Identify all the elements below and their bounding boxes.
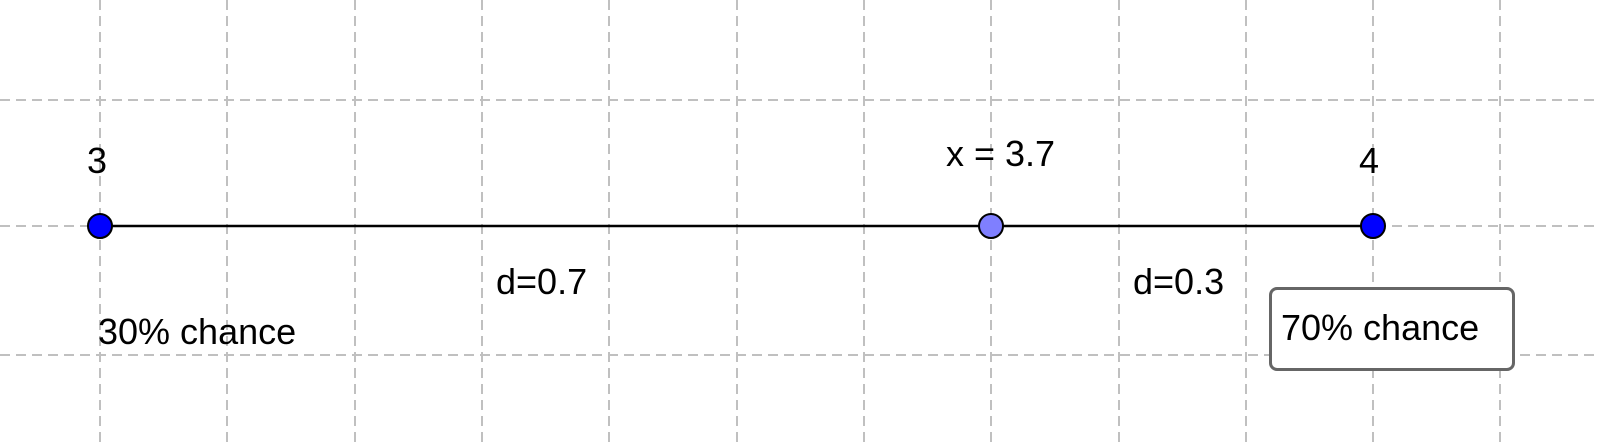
right-endpoint-label: 4 (1359, 140, 1380, 181)
x-point[interactable] (978, 213, 1004, 239)
x-point-label: x = 3.7 (946, 133, 1056, 174)
distance-right-label: d=0.3 (1133, 261, 1225, 302)
left-endpoint-point[interactable] (87, 213, 113, 239)
chance-left-label: 30% chance (98, 311, 297, 352)
left-endpoint-label: 3 (87, 140, 108, 181)
distance-left-label: d=0.7 (496, 261, 588, 302)
chance-right-label: 70% chance (1281, 307, 1480, 348)
right-endpoint-point[interactable] (1360, 213, 1386, 239)
chance-right-box (1269, 287, 1515, 371)
